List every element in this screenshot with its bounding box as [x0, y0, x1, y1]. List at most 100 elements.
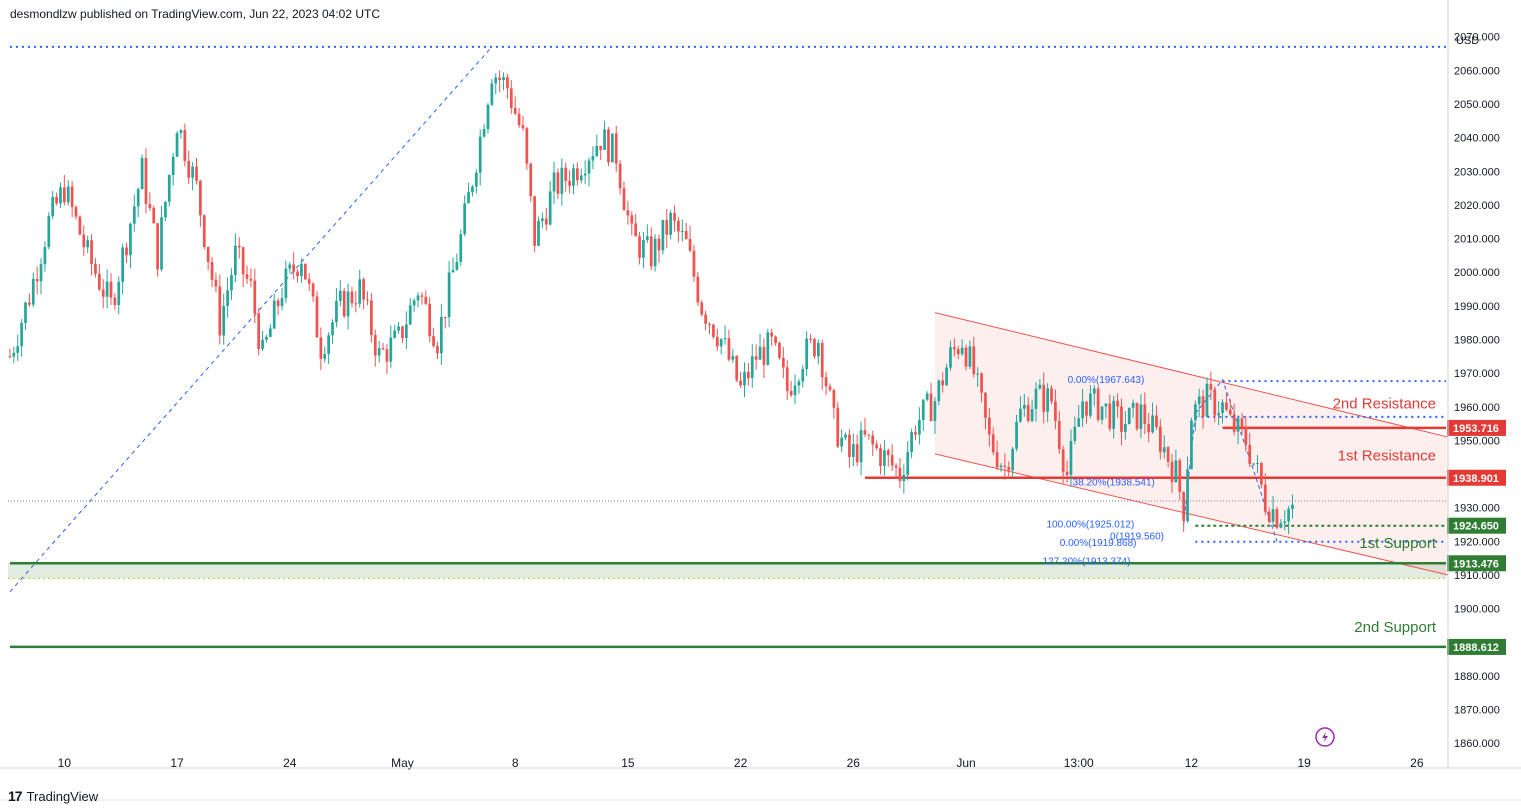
candle-body	[1030, 409, 1034, 421]
candle-body	[261, 339, 264, 349]
candle-body	[1054, 401, 1057, 422]
candle-body	[105, 281, 109, 297]
candle-body	[673, 212, 676, 221]
candle-body	[665, 220, 669, 235]
candle-body	[175, 133, 179, 157]
candle-body	[537, 220, 540, 246]
annotation-text: 1st Resistance	[1338, 448, 1436, 465]
y-tick-label: 1900.000	[1454, 604, 1500, 616]
candle-body	[999, 465, 1003, 468]
candle-body	[984, 392, 987, 418]
candle-body	[1271, 509, 1275, 522]
candle-body	[851, 444, 855, 457]
candle-body	[455, 261, 459, 270]
price-tag	[1447, 469, 1506, 486]
candle-body	[471, 186, 474, 193]
candle-body	[1252, 463, 1255, 465]
candle-body	[486, 104, 490, 130]
candle-body	[97, 273, 101, 290]
candle-body	[451, 269, 455, 273]
candle-body	[199, 180, 202, 216]
candle-body	[583, 173, 587, 176]
candle-body	[848, 434, 851, 457]
candle-body	[463, 203, 467, 235]
candle-body	[960, 347, 964, 355]
candle-body	[886, 450, 890, 456]
candle-body	[292, 264, 296, 272]
candle-body	[630, 215, 634, 224]
candle-body	[377, 348, 381, 356]
candle-body	[910, 432, 913, 453]
candle-body	[280, 298, 284, 307]
candle-body	[972, 346, 976, 374]
candle-body	[956, 349, 960, 355]
lightning-icon	[1315, 727, 1335, 747]
candle-body	[680, 230, 684, 232]
candle-body	[568, 180, 571, 186]
candle-body	[1244, 427, 1248, 445]
candle-body	[506, 77, 509, 89]
candle-body	[1124, 424, 1127, 432]
candle-body	[323, 353, 327, 359]
candle-body	[1147, 423, 1151, 433]
candle-body	[890, 455, 894, 466]
candle-body	[125, 247, 128, 256]
candle-body	[101, 289, 105, 297]
candle-body	[1135, 402, 1139, 429]
candle-body	[1077, 418, 1081, 427]
candle-body	[1026, 404, 1030, 421]
candle-body	[31, 278, 35, 305]
candle-body	[1120, 406, 1123, 432]
time-axis: 10 17 24 May 8 15 22 26 Jun 13:00 12 19 26	[58, 756, 1424, 770]
candle-body	[513, 108, 517, 114]
candle-body	[1155, 415, 1158, 427]
candle-body	[1225, 402, 1228, 410]
candle-body	[373, 334, 377, 356]
candle-body	[544, 218, 548, 225]
candle-body	[708, 323, 711, 325]
candle-body	[405, 324, 408, 339]
candle-body	[529, 163, 533, 197]
price-tag	[1447, 517, 1506, 534]
candle-body	[428, 303, 432, 337]
y-tick-label: 1990.000	[1454, 301, 1500, 313]
fib-drawings	[9, 46, 1278, 593]
candle-body	[976, 373, 980, 375]
candle-body	[1174, 460, 1178, 483]
candle-body	[715, 336, 719, 347]
candle-body	[12, 352, 16, 357]
candle-body	[964, 347, 968, 367]
candle-body	[35, 278, 39, 282]
candle-body	[1248, 444, 1252, 464]
candle-body	[121, 247, 125, 282]
candle-body	[1217, 413, 1221, 416]
candle-body	[1015, 421, 1018, 449]
candle-body	[789, 390, 793, 396]
candle-body	[459, 234, 463, 262]
candle-body	[8, 356, 12, 358]
candle-body	[587, 160, 591, 174]
price-tag	[1447, 638, 1506, 655]
candle-body	[937, 380, 941, 402]
candle-body	[152, 207, 156, 224]
candle-body	[381, 348, 385, 350]
candle-body	[548, 191, 552, 225]
y-tick-label: 2050.000	[1454, 99, 1500, 111]
candle-body	[370, 300, 373, 335]
candle-body	[1151, 415, 1154, 433]
candle-body	[1287, 508, 1290, 522]
candle-body	[1065, 471, 1069, 475]
candle-body	[354, 303, 358, 305]
x-tick-label: 15	[621, 756, 635, 770]
y-tick-label: 2020.000	[1454, 200, 1500, 212]
candle-body	[712, 324, 715, 337]
candle-body	[809, 338, 812, 340]
y-tick-label: 1980.000	[1454, 334, 1500, 346]
price-tag-label: 1913.476	[1453, 558, 1499, 570]
candle-body	[156, 223, 159, 270]
candle-body	[467, 192, 470, 204]
candle-body	[74, 207, 78, 217]
candle-body	[525, 128, 529, 164]
price-tag-label: 1953.716	[1453, 423, 1499, 435]
